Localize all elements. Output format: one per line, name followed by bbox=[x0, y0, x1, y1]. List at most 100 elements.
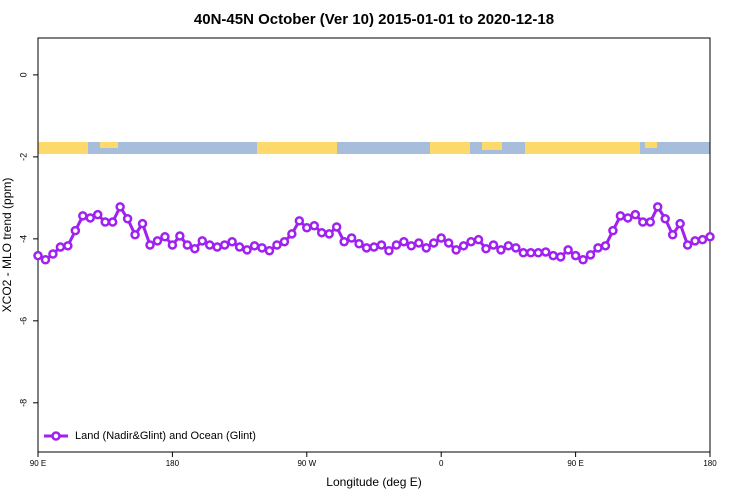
data-point bbox=[294, 216, 305, 226]
data-point bbox=[152, 236, 163, 246]
data-point bbox=[354, 239, 364, 249]
data-point bbox=[55, 242, 66, 252]
data-point bbox=[324, 229, 334, 239]
legend-label: Land (Nadir&Glint) and Ocean (Glint) bbox=[75, 430, 256, 442]
y-tick-label: 0 bbox=[18, 72, 28, 77]
data-point bbox=[182, 240, 193, 250]
data-point bbox=[137, 218, 148, 229]
data-point bbox=[585, 250, 596, 260]
data-point bbox=[570, 250, 581, 261]
data-point bbox=[167, 240, 178, 250]
data-point bbox=[466, 236, 476, 247]
data-point bbox=[399, 236, 409, 247]
data-point bbox=[264, 245, 275, 256]
data-point bbox=[503, 241, 514, 251]
x-tick-label: 90 E bbox=[30, 459, 46, 468]
data-point bbox=[361, 243, 372, 253]
data-point bbox=[488, 240, 499, 250]
data-point bbox=[652, 202, 663, 212]
data-point bbox=[518, 248, 529, 258]
data-point bbox=[78, 211, 88, 221]
data-point bbox=[615, 211, 626, 221]
data-point bbox=[316, 227, 327, 238]
data-point bbox=[376, 240, 387, 250]
data-point bbox=[623, 213, 633, 223]
data-point bbox=[249, 241, 260, 251]
data-point bbox=[85, 213, 96, 223]
data-point bbox=[212, 242, 222, 252]
data-point bbox=[302, 223, 312, 233]
y-tick-label: -6 bbox=[18, 317, 28, 325]
data-point bbox=[115, 202, 125, 212]
x-tick-label: 180 bbox=[703, 459, 717, 468]
x-tick-label: 90 E bbox=[567, 459, 583, 468]
data-point bbox=[160, 232, 170, 242]
data-point bbox=[346, 233, 357, 243]
data-point bbox=[443, 238, 454, 248]
data-point bbox=[421, 243, 432, 253]
y-tick-label: -4 bbox=[18, 235, 28, 243]
data-point bbox=[645, 217, 656, 227]
data-point bbox=[638, 217, 648, 227]
data-point bbox=[428, 238, 439, 248]
data-point bbox=[272, 240, 282, 250]
data-point bbox=[204, 240, 215, 250]
data-point bbox=[40, 255, 51, 265]
data-point bbox=[287, 229, 297, 239]
data-point bbox=[697, 234, 708, 245]
data-point bbox=[555, 252, 566, 262]
data-point bbox=[414, 238, 424, 248]
x-tick-label: 90 W bbox=[297, 459, 316, 468]
data-point bbox=[242, 245, 252, 255]
data-point bbox=[391, 240, 402, 250]
data-point bbox=[197, 236, 208, 246]
data-point bbox=[540, 247, 551, 257]
data-point bbox=[578, 255, 588, 265]
data-point bbox=[481, 243, 491, 254]
data-point bbox=[107, 217, 118, 227]
data-point bbox=[257, 243, 267, 253]
y-tick-label: -2 bbox=[18, 153, 28, 161]
data-point bbox=[593, 243, 603, 253]
data-point bbox=[563, 245, 573, 255]
y-tick-label: -8 bbox=[18, 399, 28, 407]
data-point bbox=[548, 250, 558, 261]
data-point bbox=[130, 230, 140, 240]
data-point bbox=[533, 248, 544, 258]
data-point bbox=[48, 249, 58, 259]
data-point bbox=[406, 241, 417, 251]
data-point bbox=[33, 250, 43, 261]
data-point bbox=[234, 242, 245, 252]
y-axis-label: XCO2 - MLO trend (ppm) bbox=[0, 178, 14, 313]
x-tick-label: 0 bbox=[439, 459, 444, 468]
x-axis-label: Longitude (deg E) bbox=[326, 475, 421, 489]
data-point bbox=[526, 248, 536, 258]
data-point bbox=[675, 218, 685, 229]
data-point bbox=[473, 234, 484, 245]
data-point bbox=[70, 225, 81, 236]
data-point bbox=[667, 230, 678, 240]
data-point bbox=[190, 243, 200, 254]
data-point bbox=[608, 225, 618, 236]
data-point bbox=[496, 245, 506, 255]
legend-marker bbox=[51, 431, 61, 441]
data-point bbox=[339, 236, 349, 247]
data-point bbox=[92, 209, 103, 220]
data-point bbox=[600, 241, 611, 251]
data-point bbox=[227, 236, 237, 247]
data-point bbox=[369, 242, 379, 252]
x-tick-label: 180 bbox=[166, 459, 180, 468]
data-point bbox=[682, 240, 693, 250]
data-point bbox=[331, 222, 342, 232]
data-point bbox=[100, 217, 110, 227]
data-point bbox=[705, 232, 715, 242]
data-point bbox=[660, 214, 670, 224]
chart-title: 40N-45N October (Ver 10) 2015-01-01 to 2… bbox=[194, 11, 554, 28]
data-point bbox=[690, 236, 700, 246]
data-point bbox=[630, 209, 641, 220]
data-point bbox=[175, 231, 185, 241]
data-point bbox=[436, 233, 446, 243]
plot-frame bbox=[37, 37, 711, 453]
data-point bbox=[309, 220, 320, 231]
